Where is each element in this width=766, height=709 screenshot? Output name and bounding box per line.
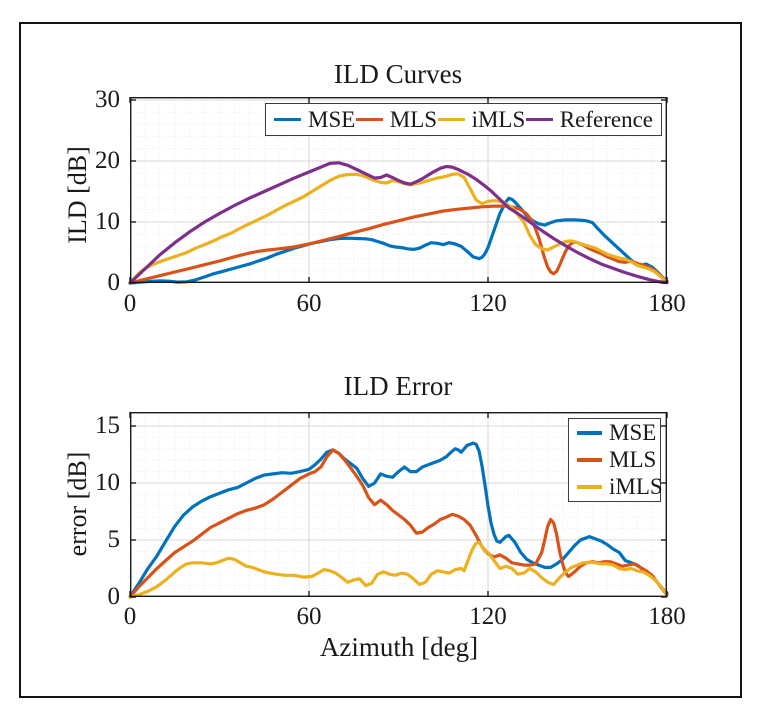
ild-curves-legend: MSE MLS iMLS Reference [265,103,662,136]
legend-entry: MSE [274,107,355,133]
imls-line-swatch [577,485,602,489]
legend-label: MSE [609,420,657,445]
reference-line-swatch [525,117,553,122]
legend-entry: iMLS [437,106,526,133]
figure-border [19,22,742,698]
mse-line-swatch [274,117,301,122]
xtick-label: 120 [469,290,507,317]
ild-curves-title: ILD Curves [333,59,463,89]
legend-entry: MSE [577,420,660,446]
ytick-label: 15 [95,412,120,439]
ild-error-chart [128,411,669,599]
ild-error-title: ILD Error [343,371,453,401]
xtick-label: 180 [648,290,686,317]
ytick-label: 0 [107,269,121,296]
xtick-label: 180 [648,603,686,630]
mse-line-swatch [577,431,602,435]
legend-label: MLS [609,447,657,472]
mls-line-swatch [577,458,602,462]
legend-label: iMLS [471,106,526,132]
ytick-label: 30 [95,86,120,113]
ytick-label: 20 [95,147,120,174]
legend-entry: MLS [355,106,438,133]
ytick-label: 5 [107,526,121,553]
xtick-label: 60 [296,290,322,317]
legend-label: MLS [389,106,438,132]
legend-label: Reference [559,106,653,132]
azimuth-xlabel: Azimuth [deg] [319,632,479,662]
ytick-label: 10 [95,469,120,496]
legend-label: MSE [308,106,356,132]
legend-entry: iMLS [577,474,663,500]
xtick-label: 0 [123,603,137,630]
ytick-label: 0 [107,583,121,610]
xtick-label: 0 [123,290,137,317]
ild-error-legend: MSE MLS iMLS [568,418,663,502]
legend-label: iMLS [609,474,663,499]
legend-entry: MLS [577,447,660,473]
legend-entry: Reference [525,106,653,133]
mls-line-swatch [355,117,383,122]
ytick-label: 10 [95,208,120,235]
xtick-label: 60 [296,603,322,630]
imls-line-swatch [437,117,465,122]
xtick-label: 120 [469,603,507,630]
